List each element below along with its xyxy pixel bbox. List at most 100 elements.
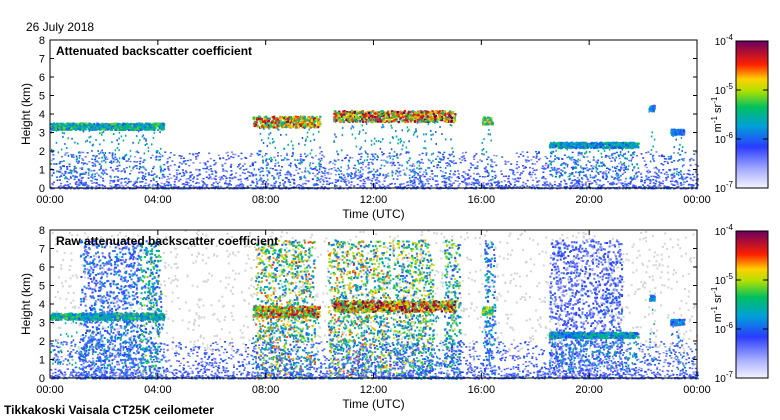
cloud-cell: [404, 119, 407, 122]
boundary-layer-cell: [449, 160, 452, 162]
cloud-cell: [409, 120, 413, 123]
boundary-layer-cell: [407, 159, 410, 162]
precip-cell: [424, 147, 427, 150]
cloud-cell: [437, 116, 440, 119]
boundary-layer-cell: [663, 186, 666, 189]
boundary-layer-cell: [304, 170, 307, 172]
precip-cell: [97, 150, 99, 152]
boundary-layer-cell: [316, 173, 319, 175]
boundary-layer-cell: [334, 174, 337, 176]
boundary-layer-cell: [613, 183, 616, 185]
boundary-layer-cell: [79, 151, 82, 153]
boundary-layer-cell: [337, 159, 340, 161]
boundary-layer-cell: [453, 174, 456, 176]
boundary-layer-cell: [658, 169, 660, 171]
boundary-layer-cell: [634, 178, 637, 180]
boundary-layer-cell: [229, 165, 232, 168]
cloud-cell: [253, 124, 256, 127]
boundary-layer-cell: [142, 175, 145, 177]
cloud-cell: [139, 128, 142, 131]
boundary-layer-cell: [480, 160, 483, 162]
boundary-layer-cell: [257, 179, 260, 182]
cloud-cell: [285, 117, 288, 120]
cloud-cell: [130, 122, 133, 125]
boundary-layer-cell: [117, 179, 120, 181]
boundary-layer-cell: [371, 183, 374, 185]
boundary-layer-cell: [694, 171, 697, 174]
boundary-layer-cell: [295, 166, 298, 169]
boundary-layer-cell: [312, 172, 314, 175]
cloud-cell: [266, 120, 269, 123]
boundary-layer-cell: [198, 168, 201, 171]
boundary-layer-cell: [202, 167, 205, 170]
boundary-layer-cell: [134, 187, 137, 190]
boundary-layer-cell: [589, 180, 592, 183]
boundary-layer-cell: [277, 175, 280, 177]
boundary-layer-cell: [650, 188, 653, 190]
boundary-layer-cell: [373, 183, 376, 185]
precip-cell: [271, 159, 273, 162]
boundary-layer-cell: [483, 187, 486, 190]
boundary-layer-cell: [617, 154, 620, 156]
boundary-layer-cell: [277, 185, 280, 188]
boundary-layer-cell: [381, 154, 384, 156]
cloud-cell: [484, 123, 487, 126]
cloud-cell: [61, 123, 64, 126]
boundary-layer-cell: [130, 170, 133, 172]
boundary-layer-cell: [93, 169, 96, 172]
precip-cell: [82, 172, 85, 175]
precip-cell: [136, 150, 139, 153]
boundary-layer-cell: [307, 170, 310, 172]
boundary-layer-cell: [159, 153, 162, 156]
cloud-cell: [387, 113, 390, 116]
boundary-layer-cell: [444, 185, 447, 187]
boundary-layer-cell: [215, 186, 217, 188]
boundary-layer-cell: [348, 186, 351, 188]
boundary-layer-cell: [137, 177, 140, 179]
cloud-cell: [395, 119, 398, 122]
cloud-cell: [265, 115, 268, 118]
boundary-layer-cell: [475, 182, 478, 184]
boundary-layer-cell: [128, 180, 131, 183]
cloud-cell: [276, 119, 279, 122]
precip-cell: [362, 129, 364, 132]
boundary-layer-cell: [168, 173, 171, 176]
boundary-layer-cell: [260, 180, 263, 182]
precip-cell: [117, 159, 119, 162]
precip-cell: [284, 157, 286, 160]
boundary-layer-cell: [570, 159, 573, 161]
boundary-layer-cell: [322, 179, 325, 181]
boundary-layer-cell: [264, 187, 267, 190]
boundary-layer-cell: [696, 165, 699, 167]
boundary-layer-cell: [78, 179, 81, 182]
boundary-layer-cell: [673, 175, 676, 177]
cloud-cell: [292, 115, 296, 119]
boundary-layer-cell: [476, 172, 479, 175]
boundary-layer-cell: [635, 186, 638, 188]
boundary-layer-cell: [444, 172, 447, 174]
precip-cell: [155, 150, 158, 153]
cloud-cell: [418, 111, 421, 114]
precip-cell: [111, 156, 114, 159]
boundary-layer-cell: [550, 152, 553, 155]
boundary-layer-cell: [66, 152, 69, 154]
boundary-layer-cell: [445, 177, 448, 180]
boundary-layer-cell: [201, 186, 203, 188]
precip-cell: [267, 178, 269, 181]
boundary-layer-cell: [77, 183, 80, 185]
cloud-cell: [422, 115, 425, 118]
cloud-cell: [441, 118, 444, 121]
boundary-layer-cell: [283, 186, 286, 189]
boundary-layer-cell: [183, 172, 186, 175]
precip-cell: [277, 128, 279, 131]
cloud-cell: [361, 111, 364, 114]
boundary-layer-cell: [222, 178, 224, 180]
boundary-layer-cell: [464, 178, 467, 181]
precip-cell: [317, 178, 320, 181]
cloud-cell: [294, 117, 297, 120]
boundary-layer-cell: [688, 173, 691, 176]
boundary-layer-cell: [419, 179, 422, 182]
boundary-layer-cell: [345, 184, 348, 186]
boundary-layer-cell: [69, 183, 72, 185]
cloud-cell: [406, 119, 409, 122]
